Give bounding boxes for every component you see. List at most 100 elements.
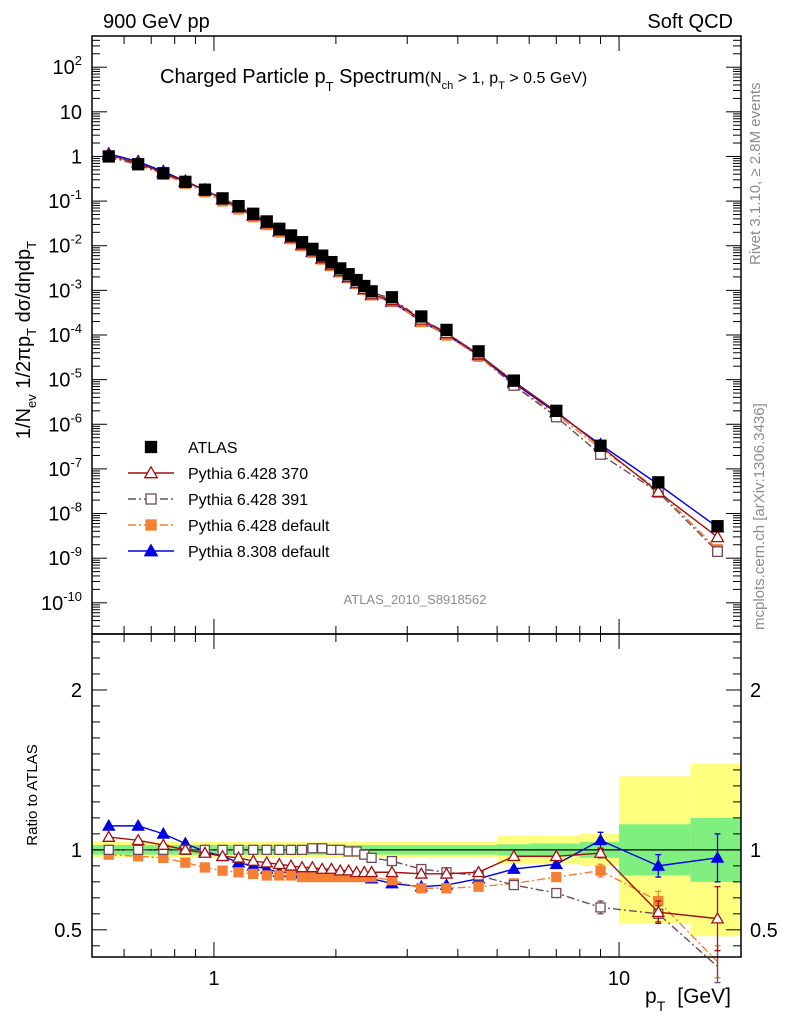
ratio-point-pythia-6-428-370 [315, 862, 329, 874]
x-tick-label: 1 [208, 968, 219, 990]
y-axis-label-ratio: Ratio to ATLAS [24, 744, 41, 845]
ratio-point-pythia-6-428-391 [317, 843, 328, 854]
data-point-atlas [247, 207, 260, 220]
data-point-atlas [295, 236, 309, 249]
data-point-atlas [216, 192, 229, 205]
ratio-line-pythia-6-428-391 [108, 847, 718, 968]
ratio-point-pythia-6-428-default [595, 865, 606, 876]
data-point-atlas [385, 291, 399, 304]
y-axis-label-top: 1/Nev 1/2πpT dσ/dηdpT [13, 241, 39, 439]
ratio-point-pythia-8-308-default [593, 833, 608, 846]
mcplots-info: mcplots.cern.ch [arXiv:1306.3436] [751, 403, 768, 630]
ratio-point-pythia-6-428-391 [248, 844, 259, 856]
ratio-y-tick-label: 2 [71, 680, 82, 702]
data-point-atlas [198, 183, 212, 196]
y-tick-label: 10-7 [48, 455, 82, 481]
ratio-point-pythia-6-428-391 [296, 844, 308, 856]
legend-label-pythia-6-428-default: Pythia 6.428 default [188, 518, 330, 535]
y-tick-label: 1 [71, 146, 82, 168]
legend-label-atlas: ATLAS [188, 440, 238, 457]
data-point-atlas [594, 439, 607, 452]
ratio-point-pythia-6-428-370 [364, 865, 379, 878]
data-point-atlas [284, 229, 298, 242]
ratio-point-pythia-8-308-default [156, 826, 171, 839]
data-point-atlas [179, 175, 192, 188]
data-point-pythia-6-428-370 [651, 484, 666, 498]
data-point-atlas [306, 242, 319, 256]
ratio-point-pythia-6-428-391 [551, 887, 562, 899]
data-point-atlas [260, 215, 273, 228]
ratio-y-tick-label-right: 0.5 [750, 920, 778, 942]
ratio-point-pythia-6-428-370 [272, 857, 287, 870]
y-tick-label: 10-8 [48, 500, 82, 526]
data-point-pythia-6-428-391 [712, 546, 723, 558]
legend-marker-pythia-8-308-default [143, 543, 159, 557]
data-point-atlas [550, 404, 563, 417]
ratio-point-pythia-6-428-default [441, 883, 452, 894]
ratio-point-pythia-6-428-370 [471, 865, 486, 878]
ratio-point-pythia-6-428-370 [198, 846, 212, 858]
ratio-point-pythia-6-428-370 [341, 863, 356, 876]
ratio-plot-frame [91, 633, 742, 958]
legend-marker-pythia-6-428-391 [145, 493, 157, 505]
ratio-point-pythia-6-428-370 [231, 850, 246, 863]
data-point-atlas [102, 150, 115, 163]
legend-marker-atlas [144, 440, 158, 454]
ratio-y-tick-label-right: 1 [750, 840, 761, 862]
ratio-point-pythia-6-428-391 [366, 852, 377, 864]
ratio-point-pythia-6-428-default [233, 867, 244, 878]
ratio-y-tick-label: 1 [71, 840, 82, 862]
y-tick-label: 10-3 [48, 276, 82, 302]
ratio-y-tick-label: 0.5 [54, 920, 82, 942]
data-point-atlas [472, 345, 485, 358]
ratio-point-pythia-6-428-391 [261, 844, 272, 856]
ratio-point-pythia-6-428-370 [284, 858, 298, 871]
y-tick-label: 10-6 [48, 410, 82, 436]
data-point-atlas [325, 255, 338, 269]
data-point-atlas [440, 323, 453, 337]
x-axis-label: pT [GeV] [645, 985, 731, 1014]
data-point-pythia-6-428-370 [710, 529, 725, 543]
ratio-point-pythia-6-428-default [217, 865, 228, 876]
ratio-point-pythia-8-308-default [102, 818, 116, 831]
ratio-point-pythia-6-428-default [473, 881, 484, 892]
header-right: Soft QCD [647, 11, 733, 33]
data-point-atlas [365, 285, 378, 298]
ratio-point-pythia-8-308-default [651, 858, 666, 871]
ratio-point-pythia-8-308-default [131, 818, 145, 831]
ratio-point-pythia-6-428-370 [215, 849, 230, 862]
ratio-point-pythia-6-428-391 [386, 855, 398, 867]
y-tick-label: 102 [53, 53, 82, 79]
y-tick-label: 10 [60, 102, 82, 124]
data-point-atlas [232, 200, 245, 213]
ratio-point-pythia-6-428-391 [326, 844, 337, 856]
ratio-point-pythia-6-428-370 [295, 860, 309, 873]
data-point-atlas [273, 222, 286, 235]
ratio-point-pythia-6-428-370 [324, 862, 339, 874]
ratio-point-pythia-8-308-default [710, 850, 725, 863]
ratio-y-tick-label-right: 2 [750, 680, 761, 702]
ratio-point-pythia-6-428-default [416, 883, 427, 894]
rivet-info: Rivet 3.1.10, ≥ 2.8M events [747, 83, 764, 266]
ratio-point-pythia-6-428-370 [414, 866, 429, 879]
ratio-point-pythia-6-428-391 [595, 902, 606, 913]
ratio-point-pythia-6-428-391 [285, 844, 297, 856]
legend-label-pythia-6-428-370: Pythia 6.428 370 [188, 466, 308, 483]
data-point-atlas [507, 374, 521, 387]
ratio-point-pythia-6-428-default [307, 871, 318, 883]
ratio-point-pythia-6-428-370 [260, 855, 274, 868]
ratio-point-pythia-6-428-370 [439, 866, 454, 879]
ratio-point-pythia-6-428-391 [307, 843, 318, 854]
data-point-atlas [415, 310, 428, 323]
analysis-id: ATLAS_2010_S8918562 [344, 592, 487, 607]
ratio-point-pythia-6-428-391 [103, 844, 114, 856]
ratio-point-pythia-6-428-370 [102, 830, 116, 842]
data-point-atlas [132, 158, 145, 171]
data-point-atlas [711, 520, 724, 533]
ratio-point-pythia-6-428-default [199, 862, 211, 873]
ratio-point-pythia-6-428-default [296, 871, 308, 883]
chart-title: Charged Particle pT Spectrum(Nch > 1, pT… [160, 66, 587, 94]
ratio-point-pythia-6-428-370 [305, 860, 320, 873]
legend-label-pythia-6-428-391: Pythia 6.428 391 [188, 492, 308, 509]
ratio-point-pythia-6-428-370 [651, 905, 666, 918]
